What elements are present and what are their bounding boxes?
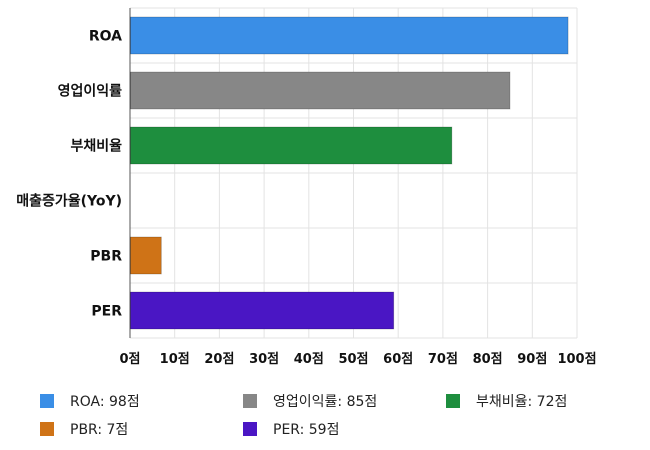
bar-4[interactable] [130,236,162,275]
x-tick-label: 40점 [294,352,324,367]
legend-swatch [446,394,460,408]
x-tick-label: 10점 [160,352,190,367]
x-tick-label: 0점 [119,352,140,367]
x-tick-label: 70점 [428,352,458,367]
x-tick-label: 80점 [473,352,503,367]
legend-item[interactable]: ROA: 98점 [40,390,243,412]
bars [130,16,569,330]
legend-label: PER: 59점 [273,422,340,438]
legend-label: ROA: 98점 [70,394,140,410]
legend-swatch [243,422,257,436]
grid [129,7,578,339]
legend-item[interactable]: PBR: 7점 [40,418,243,440]
category-label: ROA [89,29,122,45]
legend-item[interactable]: 부채비율: 72점 [446,390,636,412]
legend-label: 부채비율: 72점 [476,394,568,410]
category-label: 매출증가율(YoY) [16,193,122,210]
x-tick-labels: 0점 10점 20점 30점 40점 50점 60점 70점 80점 90점 100점 [119,352,596,367]
bar-1[interactable] [130,71,511,110]
legend-item[interactable]: 영업이익률: 85점 [243,390,446,412]
legend-label: PBR: 7점 [70,422,129,438]
x-tick-label: 50점 [338,352,368,367]
x-tick-label: 20점 [204,352,234,367]
legend: ROA: 98점 영업이익률: 85점 부채비율: 72점 PBR: 7점 PER: 5… [40,390,640,440]
legend-swatch [243,394,257,408]
category-label: 영업이익률 [58,83,123,100]
x-tick-label: 60점 [383,352,413,367]
category-label: PER [91,304,122,320]
category-label: 부채비율 [70,138,122,155]
legend-swatch [40,422,54,436]
legend-label: 영업이익률: 85점 [273,394,378,410]
x-tick-label: 90점 [517,352,547,367]
x-tick-label: 30점 [249,352,279,367]
legend-item[interactable]: PER: 59점 [243,418,446,440]
x-tick-label: 100점 [557,352,596,367]
bar-2[interactable] [130,126,453,165]
legend-swatch [40,394,54,408]
bar-0[interactable] [130,16,569,55]
category-label: PBR [90,249,122,265]
bar-5[interactable] [130,291,395,330]
